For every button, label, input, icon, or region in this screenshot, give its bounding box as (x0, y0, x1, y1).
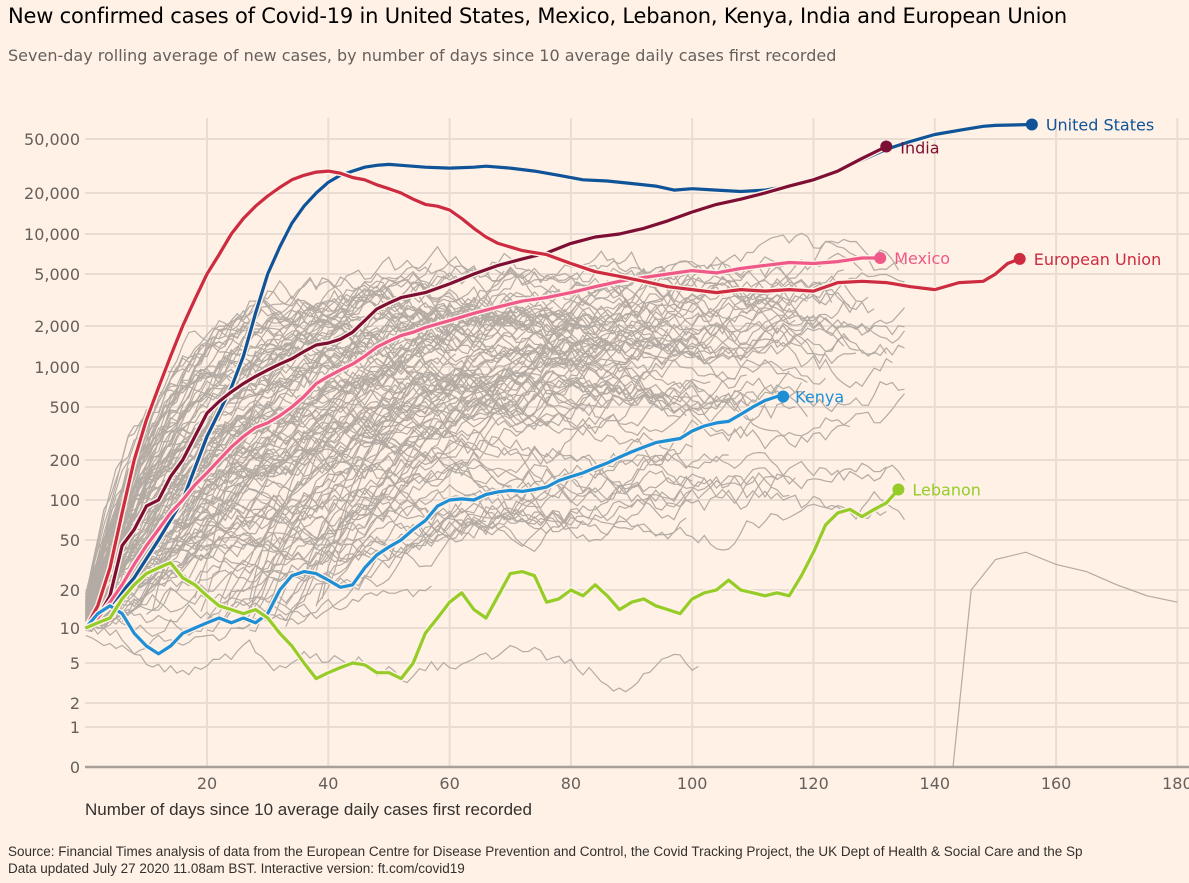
background-country-line (85, 279, 814, 605)
y-tick-label: 100 (49, 491, 80, 510)
series-labels: United States India Mexico European Union Ke… (777, 115, 1161, 499)
series-line-kenya (84, 394, 784, 656)
series-label-mexico: Mexico (894, 249, 950, 268)
background-country-line (85, 252, 529, 606)
series-end-marker-lebanon (892, 483, 905, 496)
background-country-line (85, 475, 790, 627)
background-country-line (248, 302, 845, 616)
y-tick-label: 0 (70, 758, 80, 777)
series-line-india (84, 145, 888, 630)
x-axis-ticks: 20 40 60 80 100 120 140 160 180 (197, 774, 1189, 793)
y-axis-ticks: 0 1 2 5 10 20 50 100 200 500 1,000 2,000 5,000 10,000… (24, 130, 80, 777)
x-tick-label: 120 (798, 774, 829, 793)
series-line-european-union (84, 169, 1021, 629)
y-tick-label: 5 (70, 654, 80, 673)
x-axis-label: Number of days since 10 average daily ca… (85, 800, 532, 819)
series-label-kenya: Kenya (795, 387, 844, 406)
background-country-line (206, 549, 384, 633)
background-country-line (248, 265, 796, 601)
series-end-marker-united-states (1025, 118, 1038, 131)
background-country-line (85, 516, 487, 637)
background-country-line (85, 330, 596, 603)
x-tick-label: 60 (439, 774, 459, 793)
x-tick-label: 160 (1041, 774, 1072, 793)
y-tick-label: 2 (70, 694, 80, 713)
data-updated-line: Data updated July 27 2020 11.08am BST. I… (8, 861, 465, 876)
x-tick-label: 100 (677, 774, 708, 793)
y-tick-label: 500 (49, 398, 80, 417)
source-line: Source: Financial Times analysis of data… (8, 844, 1083, 859)
background-country-line (85, 367, 493, 616)
series-label-european-union: European Union (1034, 250, 1162, 269)
background-country-line (273, 300, 851, 619)
y-tick-label: 10,000 (24, 225, 80, 244)
background-country-line (200, 378, 633, 612)
source-note: Source: Financial Times analysis of data… (8, 843, 1083, 877)
background-country-line (85, 417, 754, 630)
series-end-marker-mexico (874, 251, 887, 264)
x-tick-label: 20 (197, 774, 217, 793)
background-country-line (85, 327, 887, 617)
background-country-line (103, 307, 796, 611)
background-country-line (85, 380, 705, 619)
background-country-line (85, 284, 632, 595)
x-tick-label: 40 (318, 774, 338, 793)
y-tick-label: 10 (60, 619, 80, 638)
background-country-line (85, 304, 541, 605)
background-country-line (224, 332, 851, 612)
background-country-line (85, 245, 772, 607)
background-country-line (85, 624, 699, 693)
y-tick-label: 50,000 (24, 130, 80, 149)
x-tick-label: 80 (561, 774, 581, 793)
background-country-line (85, 285, 553, 618)
series-end-marker-kenya (777, 390, 790, 403)
background-country-line (85, 281, 905, 620)
y-tick-label: 50 (60, 531, 80, 550)
series-line-lebanon (85, 488, 900, 681)
background-country-line (206, 373, 535, 621)
background-country-line (121, 388, 905, 623)
chart-title: New confirmed cases of Covid-19 in Unite… (8, 4, 1068, 28)
series-line-mexico (84, 256, 881, 630)
series-label-india: India (900, 139, 939, 158)
series-end-marker-india (880, 140, 893, 153)
series-label-united-states: United States (1046, 115, 1154, 134)
y-tick-label: 1 (70, 718, 80, 737)
background-country-line (952, 551, 1178, 768)
background-country-line (285, 358, 827, 627)
background-country-line (85, 475, 693, 619)
background-country-line (85, 306, 699, 602)
background-country-line (85, 425, 469, 617)
y-tick-label: 200 (49, 451, 80, 470)
background-country-line (85, 291, 584, 613)
background-country-line (85, 473, 693, 622)
y-tick-label: 20 (60, 581, 80, 600)
y-tick-label: 2,000 (34, 317, 80, 336)
series-end-marker-european-union (1013, 252, 1026, 265)
background-country-line (85, 330, 736, 629)
y-tick-label: 20,000 (24, 184, 80, 203)
background-country-line (85, 275, 450, 598)
highlighted-series (83, 121, 1032, 682)
y-tick-label: 5,000 (34, 265, 80, 284)
background-country-line (249, 490, 905, 633)
background-country-line (85, 250, 681, 613)
background-country-line (85, 503, 287, 622)
series-label-lebanon: Lebanon (912, 480, 981, 499)
x-tick-label: 180 (1162, 774, 1189, 793)
background-country-line (291, 314, 905, 615)
background-country-line (85, 293, 378, 612)
background-country-line (242, 337, 651, 623)
background-country-line (285, 315, 596, 606)
y-tick-label: 1,000 (34, 358, 80, 377)
chart-subtitle: Seven-day rolling average of new cases, … (8, 46, 837, 65)
background-country-line (85, 307, 905, 629)
x-tick-label: 140 (920, 774, 951, 793)
